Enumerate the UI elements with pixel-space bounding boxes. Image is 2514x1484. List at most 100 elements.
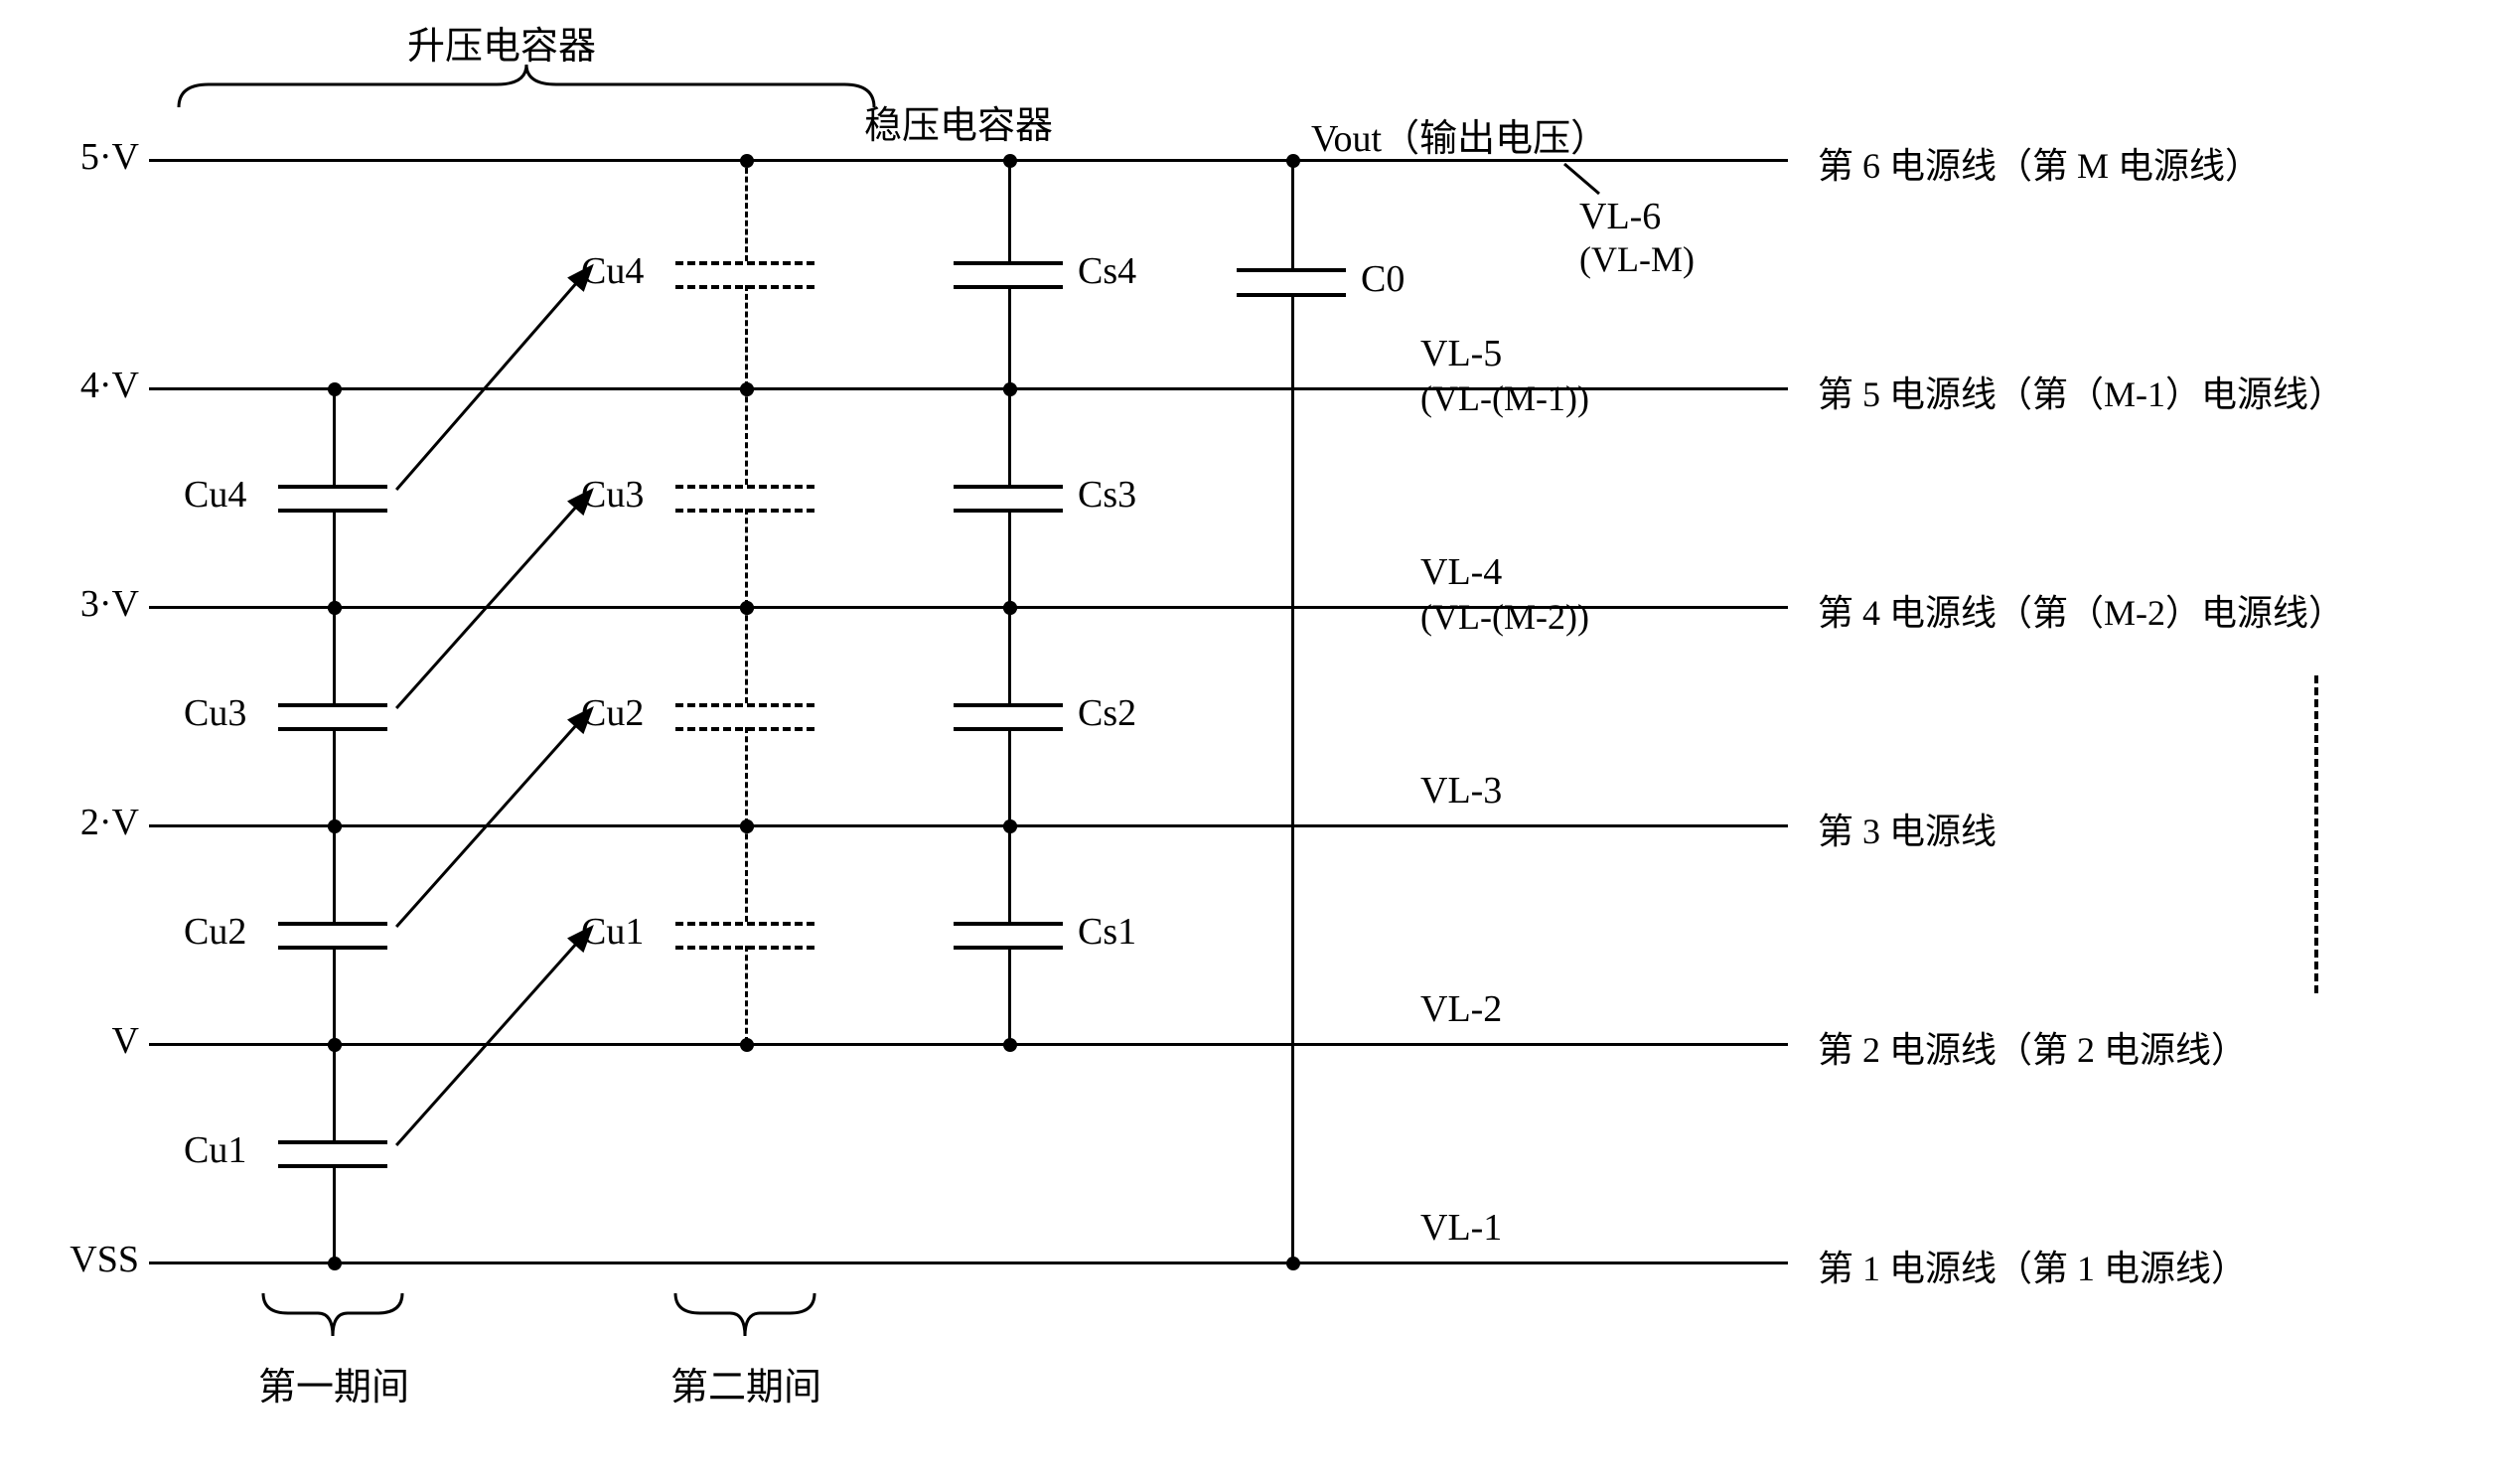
cap-label: Cu2 [184, 910, 246, 954]
junction-dot [740, 382, 754, 396]
junction-dot [740, 154, 754, 168]
junction-dot [328, 382, 342, 396]
line-description: 第 5 电源线（第（M-1）电源线） [1818, 366, 2344, 417]
voltage-label: 2·V [80, 801, 139, 844]
junction-dot [1003, 601, 1017, 615]
cap-plate [1237, 293, 1346, 297]
cap-label: Cu3 [184, 691, 246, 735]
cap-plate [675, 946, 814, 950]
cap-plate [278, 703, 387, 707]
cap-lead [333, 946, 336, 1043]
cap-lead [1008, 727, 1011, 824]
cap-plate [954, 727, 1063, 731]
cap-label: Cu4 [184, 473, 246, 517]
vout-label: Vout（输出电压） [1311, 107, 1608, 162]
cap-lead [745, 387, 748, 485]
junction-dot [740, 1038, 754, 1052]
junction-dot [328, 601, 342, 615]
cap-lead [333, 509, 336, 606]
line-sublabel: (VL-M) [1579, 238, 1695, 280]
junction-dot [740, 819, 754, 833]
cap-label: Cs3 [1078, 473, 1136, 517]
cap-plate [675, 727, 814, 731]
cap-lead [745, 727, 748, 824]
vl6-pointer [1559, 159, 1609, 199]
junction-dot [1286, 1257, 1300, 1270]
cap-plate [278, 922, 387, 926]
cap-lead [1008, 824, 1011, 922]
line-description: 第 1 电源线（第 1 电源线） [1818, 1240, 2247, 1291]
cap-lead [1008, 387, 1011, 485]
line-sublabel: (VL-(M-1)) [1420, 377, 1589, 419]
brace-period1 [253, 1291, 412, 1341]
line-description: 第 6 电源线（第 M 电源线） [1818, 137, 2261, 189]
cap-plate [278, 946, 387, 950]
power-line [149, 1261, 1788, 1264]
cap-lead [333, 1043, 336, 1140]
cap-plate [278, 509, 387, 513]
power-line [149, 824, 1788, 827]
cap-plate [954, 509, 1063, 513]
cap-lead [745, 509, 748, 606]
power-line [149, 159, 1788, 162]
shift-arrow [395, 281, 578, 491]
cap-plate [675, 261, 814, 265]
cap-lead [1008, 159, 1011, 261]
cap-label: Cu1 [184, 1128, 246, 1172]
cap-plate [675, 509, 814, 513]
cap-lead [1008, 606, 1011, 703]
cap-plate [278, 1164, 387, 1168]
cap-lead [333, 824, 336, 922]
line-label: VL-4 [1420, 550, 1502, 594]
cap-plate [954, 485, 1063, 489]
line-description: 第 3 电源线 [1818, 803, 1996, 854]
cap-plate [675, 485, 814, 489]
cap-lead [745, 946, 748, 1043]
line-description: 第 2 电源线（第 2 电源线） [1818, 1021, 2247, 1073]
cap-label: Cs2 [1078, 691, 1136, 735]
cap-lead [1008, 285, 1011, 387]
cap-label: Cs1 [1078, 910, 1136, 954]
cap-lead [333, 1164, 336, 1261]
cap-lead [745, 159, 748, 261]
cap-plate [954, 703, 1063, 707]
junction-dot [1286, 154, 1300, 168]
cap-plate [675, 285, 814, 289]
cap-plate [1237, 268, 1346, 272]
cap-lead [333, 387, 336, 485]
power-line [149, 1043, 1788, 1046]
cap-plate [954, 285, 1063, 289]
cap-plate [278, 727, 387, 731]
period2-label: 第二期间 [670, 1356, 821, 1410]
cap-lead [333, 606, 336, 703]
cap-plate [675, 922, 814, 926]
junction-dot [740, 601, 754, 615]
brace-period2 [665, 1291, 824, 1341]
line-label: VL-2 [1420, 987, 1502, 1031]
junction-dot [328, 1257, 342, 1270]
period1-label: 第一期间 [258, 1356, 409, 1410]
stab-cap-label: 稳压电容器 [864, 94, 1053, 149]
cap-lead [1008, 509, 1011, 606]
cap-plate [278, 485, 387, 489]
cap-lead [745, 606, 748, 703]
circuit-diagram: 升压电容器 稳压电容器 Vout（输出电压） 5·VVL-6(VL-M)第 6 … [0, 0, 2514, 1484]
line-description: 第 4 电源线（第（M-2）电源线） [1818, 584, 2344, 636]
line-label: VL-3 [1420, 769, 1502, 813]
voltage-label: 5·V [80, 135, 139, 179]
voltage-label: V [112, 1019, 139, 1063]
junction-dot [1003, 1038, 1017, 1052]
cap-lead [745, 285, 748, 387]
cap-lead [1291, 159, 1294, 268]
brace-boost [169, 60, 884, 109]
voltage-label: VSS [70, 1238, 139, 1281]
cap-plate [278, 1140, 387, 1144]
line-label: VL-6 [1579, 195, 1661, 238]
ellipsis-dash [2314, 675, 2318, 993]
junction-dot [328, 1038, 342, 1052]
junction-dot [1003, 382, 1017, 396]
voltage-label: 4·V [80, 364, 139, 407]
cap-label: C0 [1361, 257, 1405, 301]
cap-lead [745, 824, 748, 922]
line-sublabel: (VL-(M-2)) [1420, 596, 1589, 638]
